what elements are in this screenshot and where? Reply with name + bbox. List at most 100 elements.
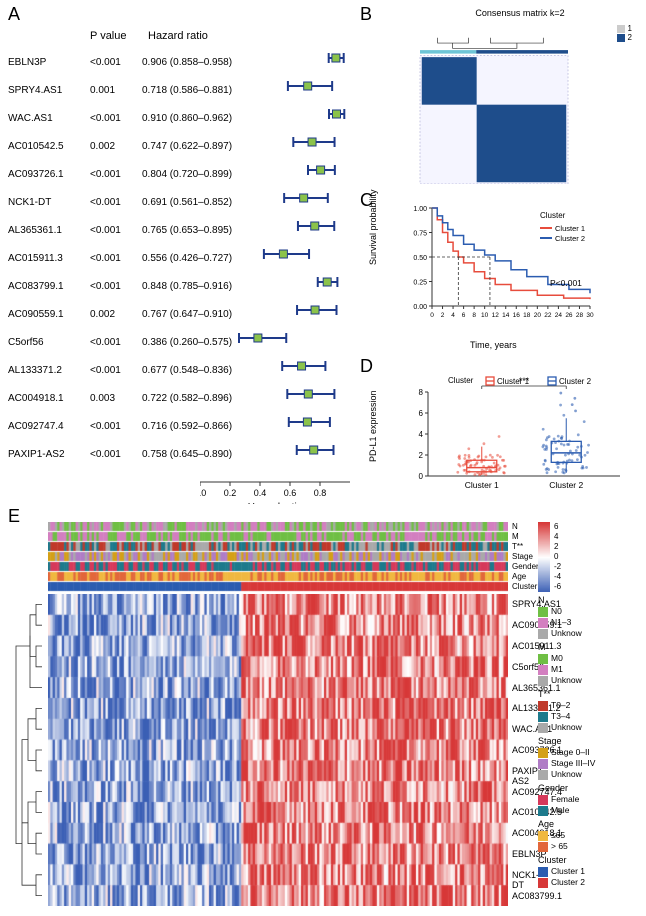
panel-d-label: D <box>360 356 373 377</box>
svg-text:1.00: 1.00 <box>413 206 427 213</box>
consensus-matrix-svg <box>410 36 578 184</box>
svg-text:16: 16 <box>513 312 521 319</box>
consensus-title: Consensus matrix k=2 <box>430 8 610 18</box>
annot-label: Stage <box>512 552 533 561</box>
svg-text:0.2: 0.2 <box>224 488 237 498</box>
annot-label: M <box>512 532 519 541</box>
p-value: 0.002 <box>90 141 142 152</box>
heatmap-area: NMT**StageGenderAgeCluster SPRY4.AS1AC09… <box>48 522 508 906</box>
svg-text:0.6: 0.6 <box>284 488 297 498</box>
panel-a-forest-plot: A P value Hazard ratio EBLN3P <0.001 0.9… <box>8 4 354 494</box>
legend-group: StageStage 0–IIStage III–IVUnknow <box>538 736 646 780</box>
svg-text:P<0.001: P<0.001 <box>550 278 582 288</box>
km-svg: 0.000.250.500.751.0002468101214161820222… <box>404 204 594 326</box>
gene-name: AC092747.4 <box>8 421 90 432</box>
svg-text:0.75: 0.75 <box>413 231 427 238</box>
gene-name: AC093726.1 <box>8 169 90 180</box>
svg-text:12: 12 <box>492 312 500 319</box>
legend-group: T**T0–2T3–4Unknow <box>538 689 646 733</box>
svg-text:0: 0 <box>430 312 434 319</box>
p-value: <0.001 <box>90 337 142 348</box>
legend-item: Unknow <box>538 675 646 686</box>
svg-text:8: 8 <box>472 312 476 319</box>
legend-item: Cluster 2 <box>538 877 646 888</box>
svg-text:10: 10 <box>481 312 489 319</box>
svg-text:4: 4 <box>419 430 424 439</box>
annot-label: Gender <box>512 562 539 571</box>
svg-text:28: 28 <box>576 312 584 319</box>
panel-b-label: B <box>360 4 372 25</box>
gene-name: AC083799.1 <box>8 281 90 292</box>
svg-text:24: 24 <box>555 312 563 319</box>
legend-item: Male <box>538 805 646 816</box>
legend-item: Female <box>538 794 646 805</box>
p-value: 0.001 <box>90 85 142 96</box>
svg-text:8: 8 <box>419 388 424 397</box>
svg-text:22: 22 <box>544 312 552 319</box>
legend-title: T** <box>538 689 646 699</box>
gene-name: AL365361.1 <box>8 225 90 236</box>
svg-text:0.25: 0.25 <box>413 280 427 287</box>
legend-title: Stage <box>538 736 646 746</box>
legend-title: Cluster <box>538 855 646 865</box>
svg-text:Cluster: Cluster <box>448 376 474 385</box>
legend-item: Stage III–IV <box>538 758 646 769</box>
km-ylabel: Survival probability <box>368 189 378 265</box>
svg-text:0.00: 0.00 <box>413 304 427 311</box>
annot-label: Age <box>512 572 526 581</box>
panel-b-consensus: B Consensus matrix k=2 1 2 <box>360 4 640 184</box>
gene-name: AC004918.1 <box>8 393 90 404</box>
svg-text:Hazard ratio: Hazard ratio <box>248 502 303 504</box>
panel-e-label: E <box>8 506 20 527</box>
svg-text:6: 6 <box>462 312 466 319</box>
legend-group: Age≤65> 65 <box>538 819 646 852</box>
annot-label: T** <box>512 542 523 551</box>
svg-text:4: 4 <box>451 312 455 319</box>
p-value: <0.001 <box>90 281 142 292</box>
svg-text:0: 0 <box>419 472 424 481</box>
svg-text:Cluster 2: Cluster 2 <box>559 377 592 386</box>
svg-text:Cluster 1: Cluster 1 <box>497 377 530 386</box>
legend-group: NN0N1–3Unknow <box>538 595 646 639</box>
svg-text:0.8: 0.8 <box>314 488 327 498</box>
annot-label: N <box>512 522 518 531</box>
legend-item: T0–2 <box>538 700 646 711</box>
gene-name: AL133371.2 <box>8 365 90 376</box>
legend-title: N <box>538 595 646 605</box>
legend-item: Cluster 1 <box>538 866 646 877</box>
p-value: <0.001 <box>90 57 142 68</box>
panel-e-heatmap: E NMT**StageGenderAgeCluster SPRY4.AS1AC… <box>8 506 640 912</box>
gene-name: AC090559.1 <box>8 309 90 320</box>
legend-item: M0 <box>538 653 646 664</box>
dendrogram <box>8 594 46 906</box>
gene-name: C5orf56 <box>8 337 90 348</box>
p-value: <0.001 <box>90 421 142 432</box>
svg-text:Cluster 2: Cluster 2 <box>549 480 583 490</box>
svg-text:2: 2 <box>441 312 445 319</box>
svg-text:14: 14 <box>502 312 510 319</box>
legend-item: Stage 0–II <box>538 747 646 758</box>
svg-text:2: 2 <box>419 451 424 460</box>
annotation-bars <box>48 522 508 592</box>
legend-item: Unknow <box>538 628 646 639</box>
legend-group: ClusterCluster 1Cluster 2 <box>538 855 646 888</box>
header-hr: Hazard ratio <box>148 30 268 42</box>
legend-title: M <box>538 642 646 652</box>
p-value: 0.003 <box>90 393 142 404</box>
legend-item: Unknow <box>538 769 646 780</box>
gene-name: PAXIP1-AS2 <box>8 449 90 460</box>
heatmap-legends: 6420-2-4-6NN0N1–3UnknowMM0M1UnknowT**T0–… <box>538 522 646 891</box>
legend-group: GenderFemaleMale <box>538 783 646 816</box>
forest-header: P value Hazard ratio <box>8 30 354 42</box>
legend-2: 2 <box>628 33 632 42</box>
svg-text:26: 26 <box>565 312 573 319</box>
gene-name: NCK1-DT <box>8 197 90 208</box>
km-xlabel: Time, years <box>470 340 517 350</box>
gene-name: SPRY4.AS1 <box>8 85 90 96</box>
svg-text:20: 20 <box>534 312 542 319</box>
p-value: <0.001 <box>90 225 142 236</box>
legend-item: N0 <box>538 606 646 617</box>
gene-name: EBLN3P <box>8 57 90 68</box>
legend-item: M1 <box>538 664 646 675</box>
p-value: <0.001 <box>90 113 142 124</box>
